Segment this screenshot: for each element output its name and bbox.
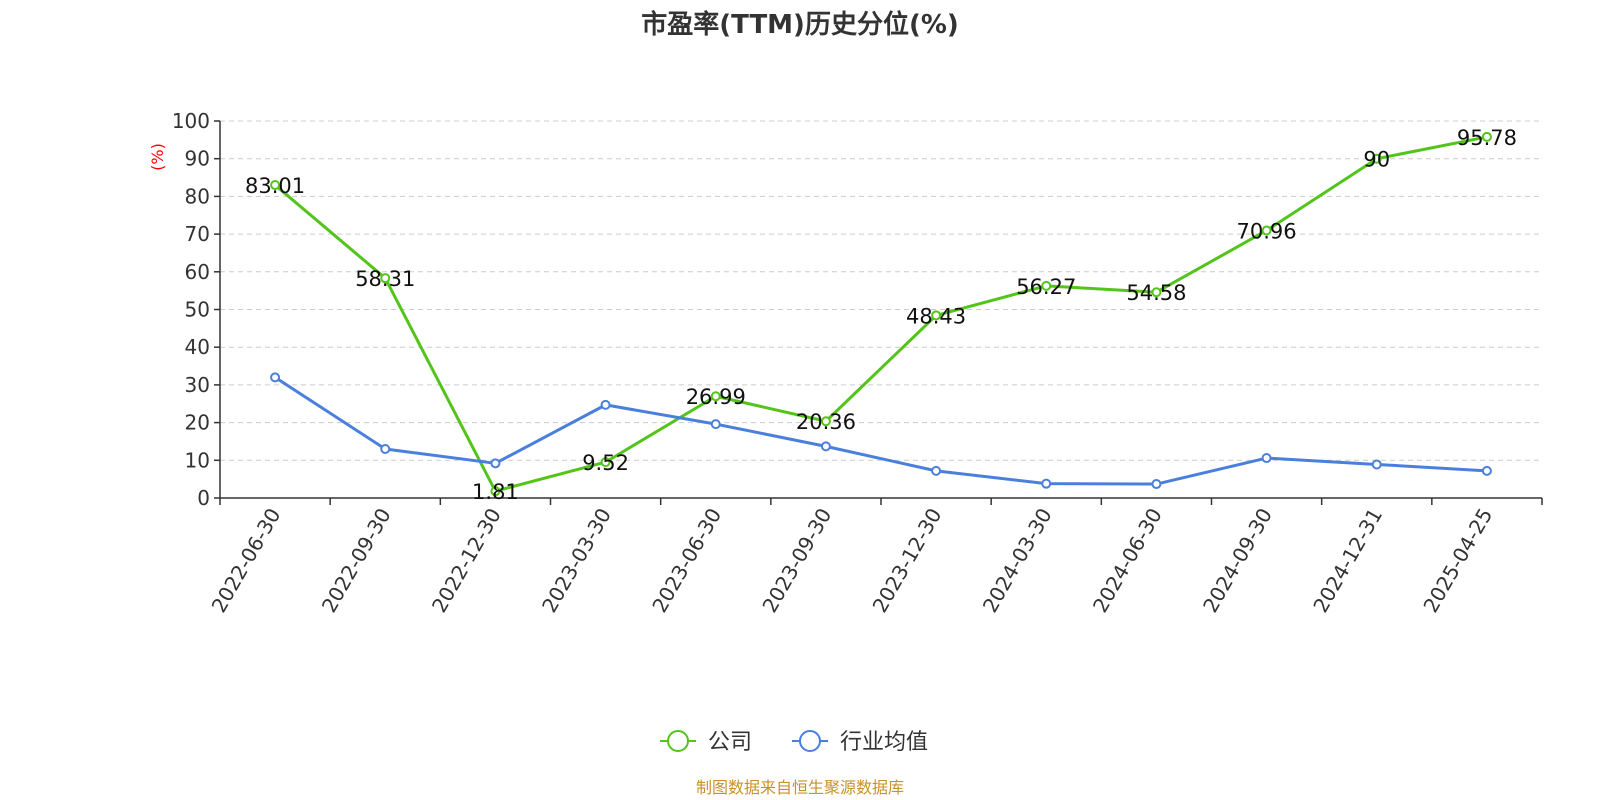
- x-tick-label: 2023-12-30: [868, 504, 947, 617]
- x-tick-label: 2024-09-30: [1198, 504, 1277, 617]
- y-tick-label: 70: [185, 222, 210, 246]
- data-label: 83.01: [245, 174, 305, 198]
- series-0-point[interactable]: [1371, 153, 1382, 164]
- series-0-point[interactable]: [380, 273, 391, 284]
- y-tick-label: 60: [185, 260, 210, 284]
- series-line-0: [274, 135, 1488, 493]
- series-1-point[interactable]: [490, 458, 501, 469]
- data-label: 9.52: [582, 451, 629, 475]
- legend-marker: [667, 730, 689, 752]
- series-1-point[interactable]: [270, 372, 281, 383]
- series-0-point[interactable]: [1481, 131, 1492, 142]
- series: [270, 131, 1492, 497]
- legend: 公司 行业均值: [660, 730, 928, 755]
- legend-label: 公司: [708, 730, 752, 755]
- series-1-point[interactable]: [600, 399, 611, 410]
- x-tick-label: 2024-03-30: [978, 504, 1057, 617]
- x-tick-label: 2022-12-30: [427, 504, 506, 617]
- source-note: 制图数据来自恒生聚源数据库: [696, 778, 904, 797]
- series-1-point[interactable]: [1261, 453, 1272, 464]
- data-label: 70.96: [1237, 219, 1297, 243]
- chart-title: 市盈率(TTM)历史分位(%): [641, 9, 959, 40]
- y-tick-label: 0: [197, 486, 210, 510]
- series-1-point[interactable]: [1481, 465, 1492, 476]
- y-tick-label: 30: [185, 373, 210, 397]
- series-0-point[interactable]: [1261, 225, 1272, 236]
- x-tick-label: 2024-06-30: [1088, 504, 1167, 617]
- series-0-point[interactable]: [931, 310, 942, 321]
- data-label: 95.78: [1457, 126, 1517, 150]
- series-1-point[interactable]: [931, 465, 942, 476]
- series-1-point[interactable]: [380, 443, 391, 454]
- grid-lines: [220, 120, 1542, 461]
- data-label: 26.99: [686, 385, 746, 409]
- series-0-point[interactable]: [1041, 280, 1052, 291]
- legend-label: 行业均值: [840, 730, 928, 755]
- series-0-point[interactable]: [270, 180, 281, 191]
- series-1-point[interactable]: [1041, 478, 1052, 489]
- x-tick-label: 2024-12-31: [1308, 504, 1387, 617]
- y-tick-label: 40: [185, 335, 210, 359]
- y-tick-label: 100: [172, 109, 210, 133]
- data-label: 20.36: [796, 410, 856, 434]
- series-1-point[interactable]: [1151, 479, 1162, 490]
- series-0-point[interactable]: [710, 391, 721, 402]
- legend-marker: [799, 730, 821, 752]
- y-tick-label: 20: [185, 411, 210, 435]
- data-label: 90: [1363, 148, 1390, 172]
- data-label: 58.31: [355, 267, 415, 291]
- series-1-point[interactable]: [710, 419, 721, 430]
- series-line-1: [274, 376, 1488, 486]
- data-labels: 83.01 58.31 1.81 9.52 26.99 20.36 48.43 56.27 54…: [245, 126, 1517, 504]
- series-1-point[interactable]: [820, 441, 831, 452]
- y-axis-label: (%): [148, 143, 167, 171]
- legend-item-0[interactable]: 公司: [660, 730, 752, 755]
- data-label: 54.58: [1126, 281, 1186, 305]
- series-0-point[interactable]: [600, 457, 611, 468]
- y-tick-label: 80: [185, 184, 210, 208]
- y-tick-label: 50: [185, 298, 210, 322]
- series-1-point[interactable]: [1371, 459, 1382, 470]
- x-tick-label: 2022-09-30: [317, 504, 396, 617]
- x-tick-label: 2023-03-30: [537, 504, 616, 617]
- series-0-point[interactable]: [490, 486, 501, 497]
- y-tick-label: 90: [185, 147, 210, 171]
- x-tick-label: 2023-06-30: [647, 504, 726, 617]
- series-0-point[interactable]: [820, 416, 831, 427]
- x-tick-label: 2022-06-30: [207, 504, 286, 617]
- data-label: 1.81: [472, 480, 519, 504]
- data-label: 56.27: [1016, 275, 1076, 299]
- legend-item-1[interactable]: 行业均值: [792, 730, 928, 755]
- x-tick-label: 2025-04-25: [1418, 504, 1497, 617]
- data-label: 48.43: [906, 304, 966, 328]
- series-0-point[interactable]: [1151, 287, 1162, 298]
- x-tick-label: 2023-09-30: [757, 504, 836, 617]
- y-tick-label: 10: [185, 448, 210, 472]
